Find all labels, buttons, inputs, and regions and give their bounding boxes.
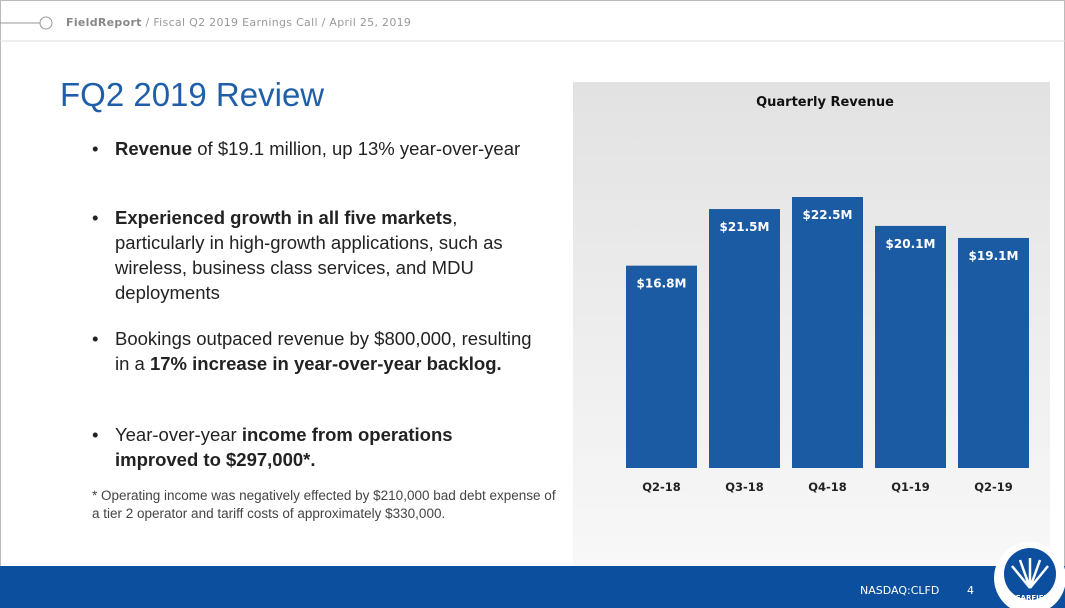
breadcrumb-path: / Fiscal Q2 2019 Earnings Call / April 2… [141,16,412,29]
x-tick-label: Q4-18 [808,480,847,494]
footer-bar [0,566,1065,608]
x-tick-label: Q3-18 [725,480,764,494]
bullet: Experienced growth in all five markets, … [92,205,535,305]
header-dot [39,16,53,30]
bullet-text: , particularly in high-growth applicatio… [115,207,503,303]
x-tick-label: Q1-19 [891,480,930,494]
bar [958,237,1029,468]
data-label: $21.5M [720,220,770,234]
bullet: Revenue of $19.1 million, up 13% year-ov… [92,136,535,161]
data-label: $19.1M [969,249,1019,263]
footnote: * Operating income was negatively effect… [92,488,556,521]
page-number: 4 [967,584,974,597]
bar [626,265,697,468]
x-tick-label: Q2-19 [974,480,1013,494]
ticker: NASDAQ:CLFD [860,584,940,597]
bullet-text: Experienced growth in all five markets [115,207,453,228]
data-label: $20.1M [886,237,936,251]
bullet-text: Revenue [115,138,193,159]
bar [792,197,863,468]
bullet-text: 17% increase in year-over-year backlog. [149,353,502,374]
logo-text: CLEARFIELD [1006,594,1054,602]
bullet-text: Year-over-year [115,424,242,445]
bar [875,225,946,468]
breadcrumb: FieldReport / Fiscal Q2 2019 Earnings Ca… [66,16,411,29]
logo-shell [1011,558,1049,589]
bullet-text: of $19.1 million, up 13% year-over-year [192,138,521,159]
bullet: Year-over-year income from operations im… [92,422,535,472]
data-label: $16.8M [637,277,687,291]
data-label: $22.5M [803,208,853,222]
bullet-text: income from operations improved to $297,… [115,424,453,470]
brand: FieldReport [66,16,142,29]
bullet: Bookings outpaced revenue by $800,000, r… [92,326,535,376]
bullet-text: Bookings outpaced revenue by $800,000, r… [115,328,532,374]
x-tick-label: Q2-18 [642,480,681,494]
bar [709,209,780,469]
slide-title: FQ2 2019 Review [60,76,325,113]
chart-title: Quarterly Revenue [756,95,894,110]
